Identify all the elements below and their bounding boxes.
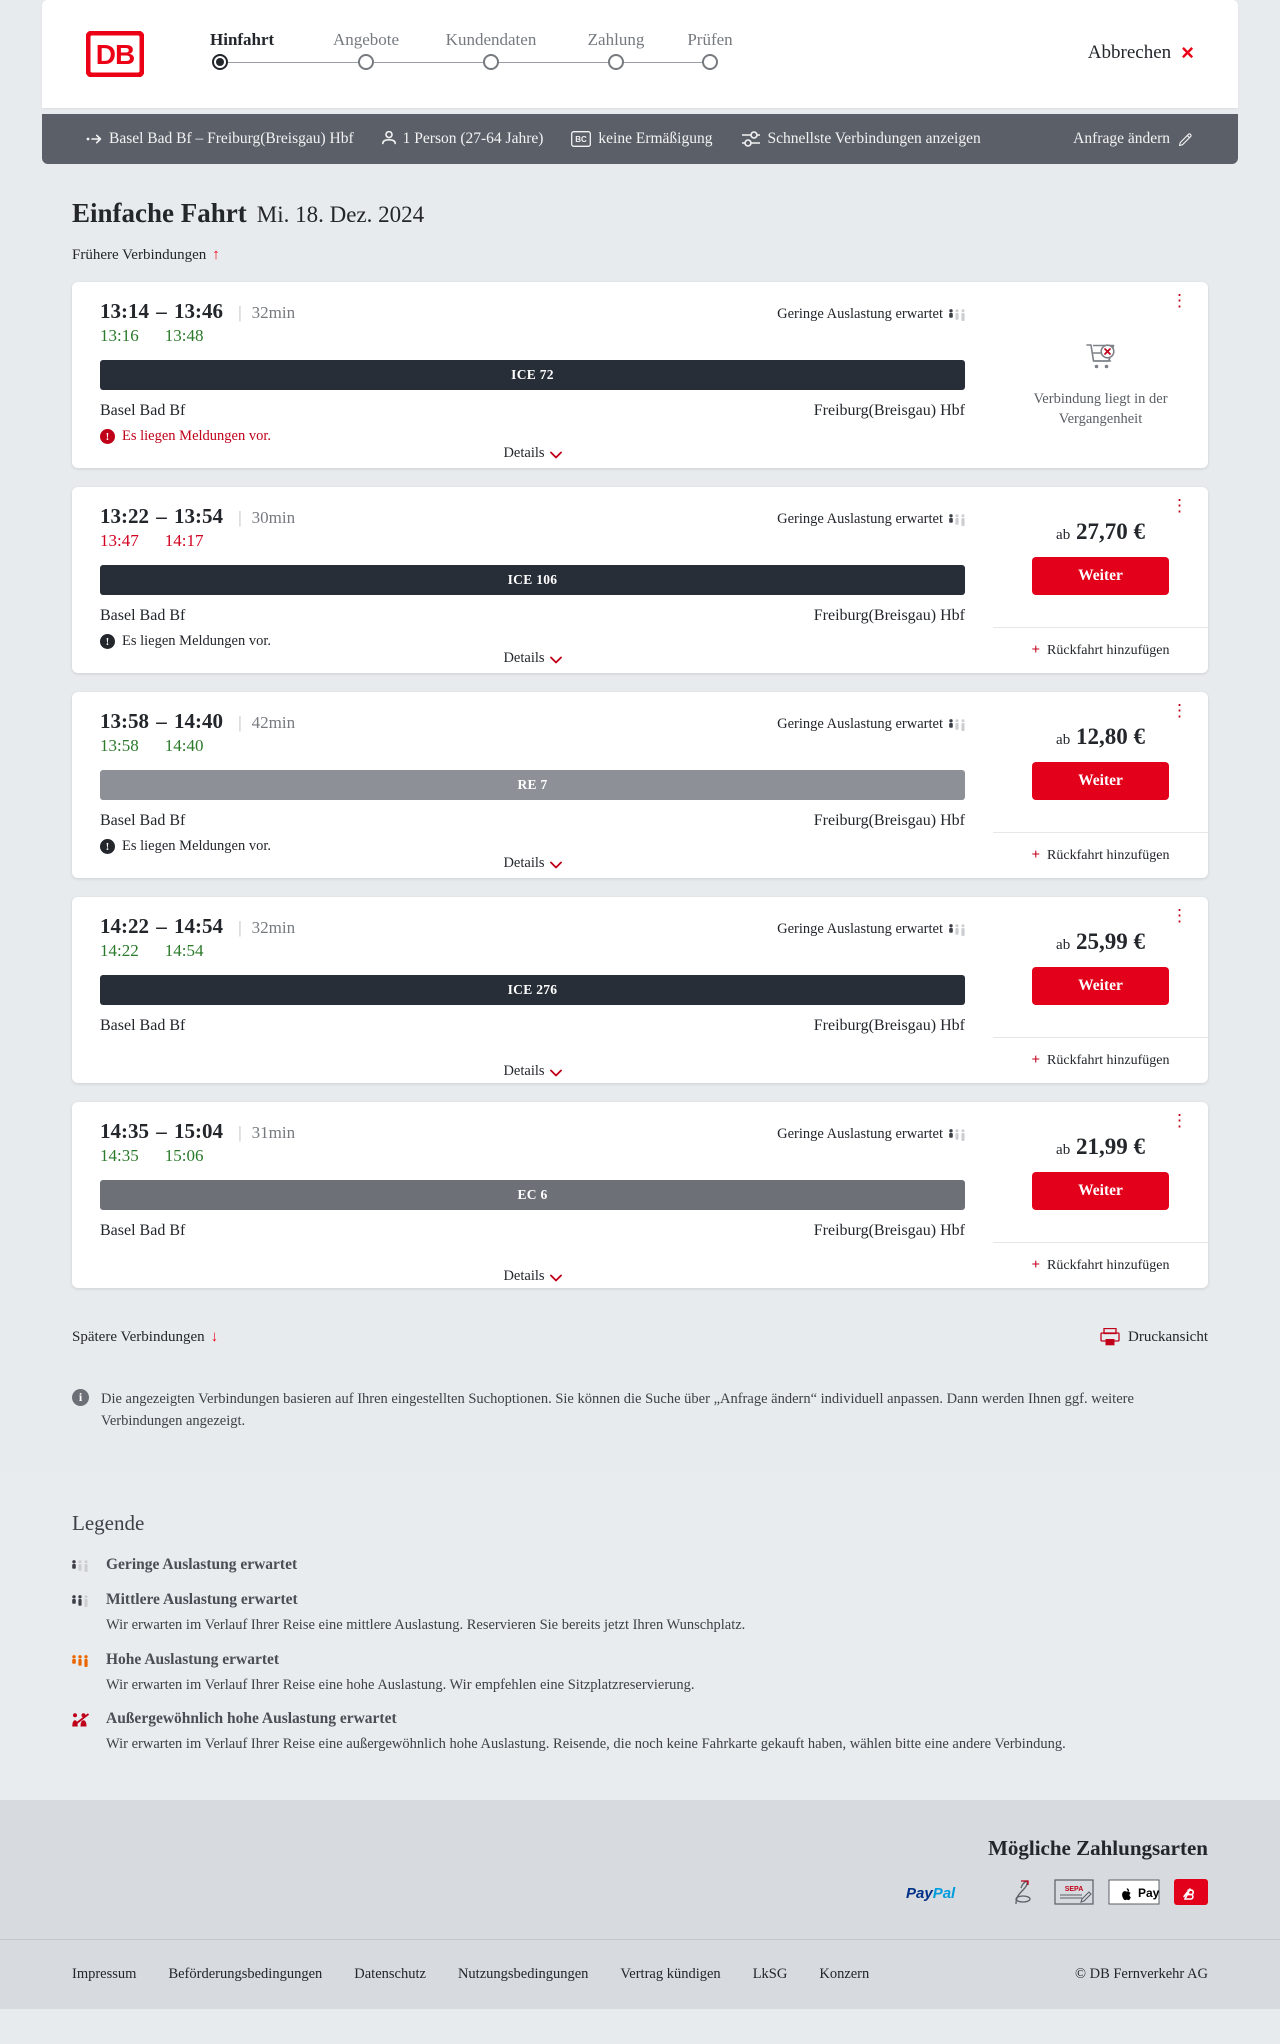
svg-text:PayPal: PayPal (906, 1885, 956, 1902)
svg-text:BC: BC (576, 135, 588, 144)
svg-text:SEPA: SEPA (1065, 1886, 1084, 1893)
svg-text:DB: DB (96, 39, 134, 70)
svg-text:Pay: Pay (1138, 1886, 1160, 1900)
